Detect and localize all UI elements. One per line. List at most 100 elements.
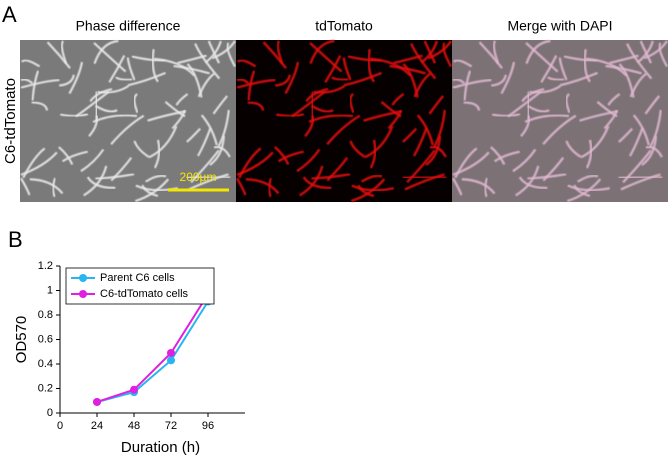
cell (204, 40, 222, 64)
cell (585, 57, 628, 77)
cell (609, 54, 639, 65)
cell (380, 100, 402, 118)
cell (217, 109, 230, 148)
cell (451, 177, 463, 196)
cell (236, 59, 257, 68)
cell (427, 40, 453, 60)
cell (349, 140, 366, 159)
cell (20, 78, 34, 85)
cell (110, 114, 145, 145)
cell (580, 125, 610, 159)
point (167, 348, 175, 357)
cell (276, 40, 284, 64)
cell (145, 174, 167, 183)
cell (164, 100, 186, 118)
cell (389, 64, 426, 75)
cell (60, 112, 89, 118)
cell (68, 61, 84, 95)
cell (618, 175, 663, 180)
cell (540, 55, 558, 83)
cell (141, 184, 159, 197)
panel-label: B (8, 227, 23, 252)
cell (151, 49, 159, 83)
cell (425, 135, 442, 167)
y-tick-label: 0.2 (38, 382, 53, 394)
cell (342, 57, 352, 81)
cell (235, 177, 247, 196)
cell (58, 146, 74, 165)
cell (463, 101, 481, 111)
cell (310, 104, 334, 113)
cell (393, 54, 423, 65)
cell (369, 139, 377, 169)
cell (512, 148, 537, 173)
cell (515, 165, 540, 197)
legend-label: Parent C6 cells (100, 272, 175, 284)
cell (618, 127, 634, 143)
cell (573, 184, 591, 198)
cell (93, 42, 127, 73)
cell (387, 109, 403, 130)
x-tick-label: 48 (128, 420, 140, 432)
cell (197, 127, 212, 157)
cell (262, 41, 288, 69)
cell (177, 54, 207, 65)
cell (583, 49, 592, 83)
cell (83, 165, 108, 197)
point (130, 385, 138, 394)
cell (364, 125, 394, 159)
cell (626, 43, 653, 80)
x-tick-label: 0 (57, 420, 63, 432)
cell (326, 114, 361, 146)
cell (603, 109, 618, 130)
cell (620, 173, 661, 191)
y-tick-label: 0.6 (38, 333, 53, 345)
cell (442, 42, 453, 68)
cell (20, 151, 58, 176)
cell (21, 59, 41, 68)
cell (115, 76, 133, 81)
legend-label: C6-tdTomato cells (100, 288, 189, 300)
cell (596, 100, 618, 118)
cell (277, 150, 304, 163)
cell (200, 114, 218, 146)
cell (628, 127, 644, 157)
cell (226, 42, 236, 68)
cell (404, 173, 445, 191)
legend-marker (79, 290, 87, 298)
cell (207, 40, 221, 64)
cell (20, 78, 60, 89)
cell (363, 109, 402, 122)
cell (247, 101, 265, 111)
cell (298, 165, 324, 197)
y-tick-label: 1.2 (38, 260, 53, 272)
x-axis-label: Duration (h) (121, 439, 200, 456)
cell (309, 39, 335, 65)
y-tick-label: 1 (47, 284, 53, 296)
cell (245, 177, 280, 195)
cell (97, 84, 130, 94)
cell (401, 127, 418, 143)
cell (284, 61, 300, 95)
cell (559, 71, 598, 87)
cell (188, 173, 229, 191)
cell (649, 109, 662, 148)
cell (546, 76, 565, 82)
cell (607, 93, 621, 106)
cell (428, 95, 445, 115)
cell (212, 95, 229, 115)
point (167, 356, 175, 365)
cell (500, 61, 516, 95)
cell (402, 175, 447, 180)
cell (518, 176, 548, 190)
cell (236, 151, 274, 177)
cell (585, 139, 593, 169)
cell (236, 78, 276, 89)
series-line (96, 300, 209, 403)
x-tick-label: 96 (202, 420, 214, 432)
cell (645, 145, 663, 158)
cell (29, 178, 64, 195)
y-axis-label: OD570 (13, 316, 30, 364)
cell (349, 92, 355, 114)
